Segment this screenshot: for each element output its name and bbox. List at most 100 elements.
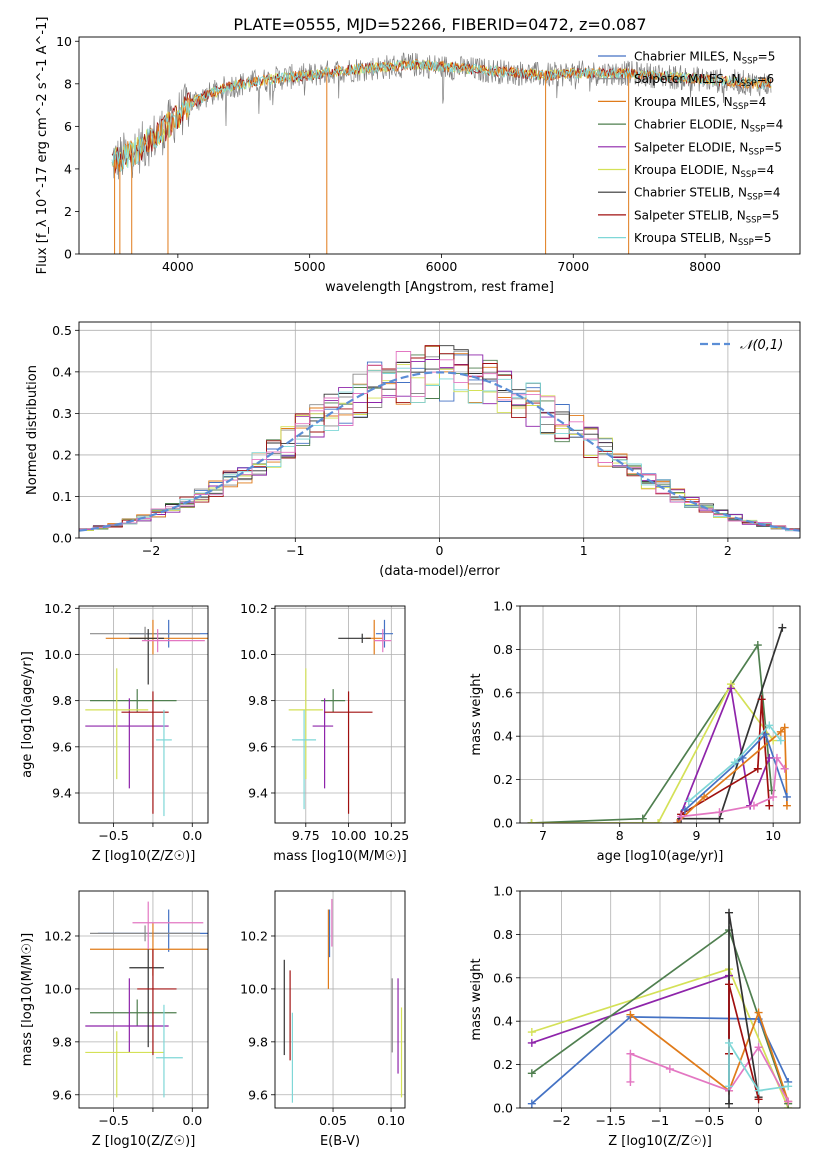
y-tick-label: 9.6 — [248, 1087, 268, 1102]
weight-marker-pink — [715, 808, 724, 817]
spectrum-data-line — [111, 52, 772, 180]
x-tick-label: 2 — [724, 543, 732, 558]
errorbar-point-chabrier_stelib — [129, 949, 164, 1048]
y-tick-label: 10.2 — [44, 928, 72, 943]
x-axis-label: E(B-V) — [320, 1134, 360, 1149]
x-axis-label: wavelength [Angstrom, rest frame] — [325, 280, 554, 295]
errorbar-point-salpeter_elodie — [85, 698, 169, 789]
errorbar-point-salpeter_miles — [90, 925, 201, 942]
residuals-plot — [79, 345, 800, 532]
weight-marker-kroupa_elodie — [527, 1028, 536, 1037]
x-tick-label: 10.25 — [373, 828, 409, 843]
mass_vs_Z-plot — [85, 901, 208, 1098]
legend-label: Salpeter ELODIE, NSSP=5 — [634, 140, 782, 157]
weight-marker-kroupa_miles — [754, 1008, 763, 1017]
x-tick-label: 0.10 — [377, 1113, 405, 1128]
y-tick-label: 0.4 — [493, 729, 513, 744]
weight-marker-pink — [780, 764, 789, 773]
x-tick-label: −2 — [142, 543, 160, 558]
y-tick-label: 9.6 — [52, 739, 72, 754]
weight-line-kroupa_stelib — [688, 724, 782, 802]
weight-marker-salpeter_stelib — [765, 801, 774, 810]
errorbar-point-chabrier_elodie — [90, 999, 177, 1026]
x-tick-label: −1.5 — [596, 1113, 626, 1128]
weight-marker-kroupa_miles — [626, 1010, 635, 1019]
x-tick-label: 6000 — [426, 259, 458, 274]
errorbar-point-kroupa_miles — [365, 619, 383, 655]
y-tick-label: 10.2 — [240, 928, 268, 943]
y-tick-label: 0.6 — [493, 685, 513, 700]
y-tick-label: 9.8 — [52, 1034, 72, 1049]
panel-weight_vs_age: 7 8 9 10 0.0 0.2 0.4 0.6 0.8 1.0 age [log10(age/yr… — [469, 599, 801, 864]
x-tick-label: 10.00 — [331, 828, 367, 843]
weight-line-pink — [681, 755, 786, 818]
axes-frame — [519, 605, 801, 824]
weight-marker-chabrier_stelib — [725, 1099, 734, 1108]
errorbar-point-pink — [141, 629, 205, 653]
weight-marker-chabrier_stelib — [778, 623, 787, 632]
y-tick-label: 10.2 — [240, 601, 268, 616]
errorbar-point-pink — [374, 629, 392, 653]
weight-marker-pink — [754, 1043, 763, 1052]
weight-marker-chabrier_miles — [761, 730, 770, 739]
histogram-kroupa_stelib — [79, 367, 800, 531]
y-tick-label: 4 — [64, 161, 72, 176]
x-axis-label: mass [log10(M/M☉)] — [273, 849, 406, 864]
weight-marker-pink — [626, 1049, 635, 1058]
errorbar-point-kroupa_stelib — [292, 709, 317, 810]
y-tick-label: 0.0 — [493, 816, 513, 831]
y-tick-label: 9.4 — [52, 785, 72, 800]
y-tick-label: 0.0 — [493, 1101, 513, 1116]
weight-marker-kroupa_stelib — [765, 721, 774, 730]
y-tick-label: 0.2 — [493, 772, 513, 787]
weight-marker-kroupa_stelib — [684, 797, 693, 806]
y-tick-label: 0.2 — [52, 447, 72, 462]
weight-marker-pink — [665, 1064, 674, 1073]
errorbar-point-kroupa_elodie — [288, 668, 323, 780]
errorbar-point-kroupa_stelib — [156, 709, 172, 817]
errorbar-point-kroupa_stelib — [156, 1004, 183, 1098]
weight-marker-kroupa_elodie — [527, 819, 536, 823]
axes-frame — [78, 321, 801, 539]
weight-line-salpeter_elodie — [676, 685, 771, 823]
errorbar-point-chabrier_stelib — [338, 633, 371, 643]
panel-residuals: −2 −1 0 1 2 0.0 0.1 0.2 0.3 0.4 0.5 (data-model)/er… — [25, 321, 801, 579]
weight-marker-kroupa_stelib — [754, 1086, 763, 1095]
y-tick-label: 10.0 — [44, 981, 72, 996]
legend-label: Salpeter MILES, NSSP=6 — [634, 72, 774, 89]
x-tick-label: −0.5 — [694, 1113, 724, 1128]
y-tick-label: 10.0 — [240, 981, 268, 996]
y-tick-label: 9.8 — [248, 1034, 268, 1049]
weight-line-chabrier_elodie — [531, 642, 773, 823]
y-tick-label: 10 — [56, 34, 72, 49]
errorbar-point-chabrier_miles — [375, 619, 394, 648]
y-tick-label: 0 — [64, 247, 72, 262]
axes-frame — [78, 890, 209, 1109]
weight-marker-pink — [749, 801, 758, 810]
weight-marker-chabrier_elodie — [527, 1069, 536, 1078]
weight-marker-pink — [769, 792, 778, 801]
x-tick-label: 8000 — [689, 259, 721, 274]
legend-label: Salpeter STELIB, NSSP=5 — [634, 208, 779, 225]
age_vs_Z-plot — [85, 619, 208, 817]
y-axis-label: Normed distribution — [25, 365, 40, 495]
y-tick-label: 0.2 — [493, 1057, 513, 1072]
panel-age_vs_Z: −0.5 0.0 9.4 9.6 9.8 10.0 10.2 Z [log10(Z/Z☉)] a… — [20, 601, 209, 864]
x-tick-label: 5000 — [294, 259, 326, 274]
x-tick-label: −0.5 — [98, 828, 128, 843]
weight-marker-kroupa_miles — [700, 792, 709, 801]
y-tick-label: 0.5 — [52, 323, 72, 338]
weight-marker-chabrier_miles — [527, 1099, 536, 1108]
x-tick-label: 0.0 — [182, 828, 202, 843]
y-tick-label: 9.8 — [248, 693, 268, 708]
y-axis-label: mass weight — [469, 673, 484, 755]
x-tick-label: 7 — [539, 828, 547, 843]
y-axis-label: mass [log10(M/M☉)] — [20, 933, 35, 1066]
y-tick-label: 1.0 — [493, 599, 513, 614]
weight-marker-salpeter_elodie — [527, 1038, 536, 1047]
x-tick-label: −1 — [651, 1113, 669, 1128]
x-axis-label: (data-model)/error — [379, 564, 500, 579]
legend-label: Chabrier ELODIE, NSSP=4 — [634, 118, 783, 135]
y-tick-label: 0.0 — [52, 531, 72, 546]
weight-line-chabrier_miles — [531, 1016, 789, 1105]
